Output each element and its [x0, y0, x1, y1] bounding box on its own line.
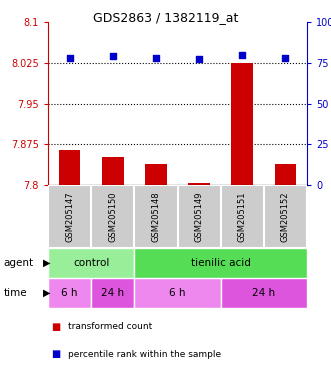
Text: ▶: ▶: [43, 288, 51, 298]
Text: 6 h: 6 h: [169, 288, 186, 298]
Bar: [221, 278, 307, 308]
Text: control: control: [73, 258, 109, 268]
Text: percentile rank within the sample: percentile rank within the sample: [68, 350, 221, 359]
Point: [240, 51, 245, 58]
Bar: [48, 248, 134, 278]
Text: tienilic acid: tienilic acid: [191, 258, 251, 268]
Text: GDS2863 / 1382119_at: GDS2863 / 1382119_at: [93, 11, 238, 24]
Text: ▶: ▶: [43, 258, 51, 268]
Point: [67, 55, 72, 61]
Bar: [91, 278, 134, 308]
Point: [153, 55, 159, 61]
Text: GSM205151: GSM205151: [238, 191, 247, 242]
Text: GSM205150: GSM205150: [108, 191, 117, 242]
Bar: [145, 164, 167, 185]
Text: GSM205148: GSM205148: [151, 191, 161, 242]
Bar: [102, 157, 123, 185]
Bar: [231, 63, 253, 185]
Bar: [275, 164, 296, 185]
Point: [110, 53, 116, 59]
Text: time: time: [3, 288, 27, 298]
Text: GSM205149: GSM205149: [195, 191, 204, 242]
Text: GSM205147: GSM205147: [65, 191, 74, 242]
Bar: [188, 184, 210, 185]
Text: 24 h: 24 h: [252, 288, 275, 298]
Text: transformed count: transformed count: [68, 322, 152, 331]
Point: [196, 56, 202, 63]
Point: [283, 55, 288, 61]
Text: agent: agent: [3, 258, 33, 268]
Text: ■: ■: [51, 349, 61, 359]
Bar: [134, 248, 307, 278]
Bar: [48, 278, 91, 308]
Bar: [59, 150, 80, 185]
Text: GSM205152: GSM205152: [281, 191, 290, 242]
Bar: [134, 278, 221, 308]
Text: 24 h: 24 h: [101, 288, 124, 298]
Text: ■: ■: [51, 322, 61, 332]
Text: 6 h: 6 h: [61, 288, 78, 298]
